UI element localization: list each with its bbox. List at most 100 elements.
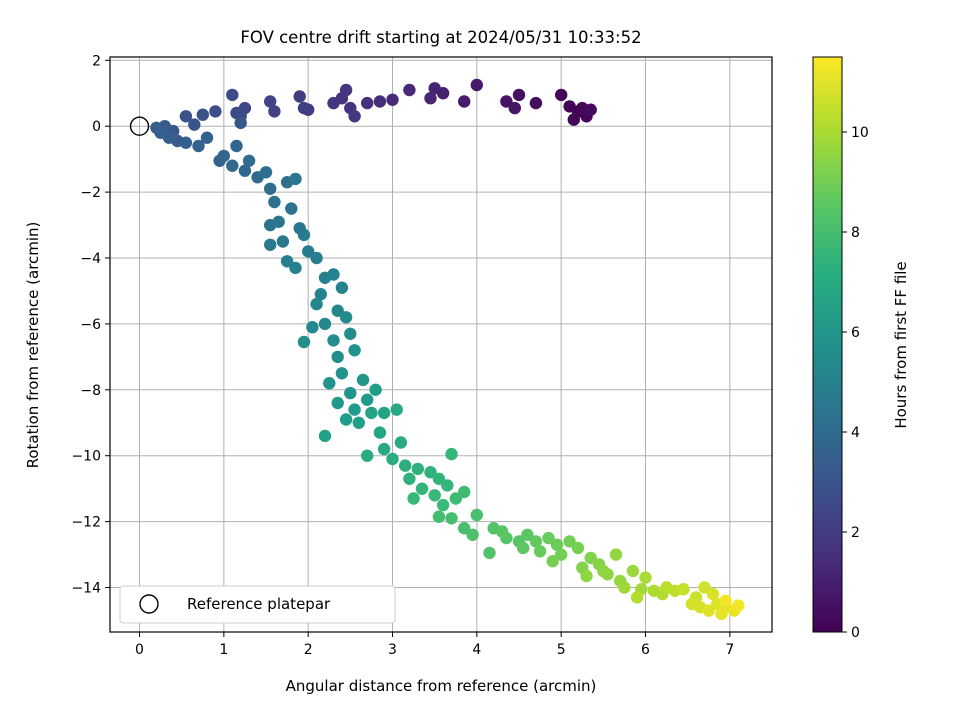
x-tick-label: 7 (725, 642, 734, 658)
data-point (432, 510, 446, 523)
data-point (179, 110, 193, 123)
data-point (209, 105, 222, 118)
data-point (188, 118, 201, 131)
data-point (226, 159, 239, 172)
data-point (698, 581, 711, 594)
data-point (584, 551, 597, 565)
data-point (377, 406, 391, 420)
y-tick-label: −2 (80, 185, 101, 201)
legend-box (119, 585, 396, 624)
x-tick-label: 6 (641, 642, 650, 658)
colorbar-tick-label: 10 (851, 125, 869, 141)
data-point (415, 482, 429, 495)
data-point (441, 479, 454, 492)
data-point (500, 95, 513, 108)
x-tick-label: 4 (472, 642, 481, 658)
data-point (424, 466, 437, 479)
data-point (571, 541, 585, 555)
data-point (348, 403, 361, 416)
data-point (424, 92, 437, 105)
data-point (331, 350, 344, 364)
data-point (630, 591, 644, 604)
data-point (584, 103, 597, 116)
data-point (297, 101, 311, 115)
x-tick-label: 3 (388, 642, 397, 658)
data-point (555, 548, 568, 561)
data-point (495, 525, 509, 538)
data-point (428, 489, 441, 502)
data-point (310, 297, 323, 311)
data-point (226, 88, 239, 102)
data-point (529, 96, 543, 110)
data-point (458, 485, 471, 499)
data-point (297, 228, 311, 242)
data-point (361, 449, 374, 462)
data-point (306, 321, 319, 334)
data-point (268, 195, 281, 209)
data-point (238, 164, 252, 177)
data-point (335, 281, 349, 294)
data-point (280, 255, 294, 268)
x-axis-ticks: 0 1 2 3 4 5 6 7 (135, 632, 734, 658)
colorbar-tick-label: 6 (851, 325, 860, 341)
data-point (310, 251, 323, 265)
data-point (407, 492, 420, 505)
data-point (285, 202, 298, 215)
data-point (339, 83, 353, 97)
data-point (563, 100, 576, 113)
data-point (339, 413, 353, 426)
data-point (555, 88, 568, 102)
data-point (618, 581, 631, 594)
data-point (550, 538, 564, 551)
data-point (436, 498, 450, 512)
data-point (386, 452, 399, 466)
x-tick-label: 2 (304, 642, 313, 658)
data-point (335, 367, 349, 380)
data-point (234, 116, 247, 130)
y-axis-ticks: 2 0 −2 −4 −6 −8 −10 −12 −14 (71, 53, 110, 597)
x-tick-label: 1 (219, 642, 228, 658)
data-point (314, 288, 327, 301)
colorbar-label: Hours from first FF file (892, 261, 910, 428)
y-tick-label: −12 (71, 515, 101, 531)
data-point (331, 396, 344, 410)
data-point (445, 447, 458, 461)
plot-frame (109, 56, 773, 633)
y-tick-label: 2 (92, 53, 101, 69)
data-point (327, 268, 340, 281)
data-point (352, 416, 365, 429)
data-point (318, 429, 332, 443)
x-tick-label: 0 (135, 642, 144, 658)
data-point (601, 568, 614, 581)
data-point (609, 548, 623, 561)
data-point (179, 136, 193, 149)
y-axis-label: Rotation from reference (arcmin) (24, 222, 42, 469)
grid (110, 57, 772, 632)
data-point (327, 96, 340, 110)
data-point (230, 139, 243, 153)
data-point (517, 541, 530, 555)
data-point (297, 335, 311, 349)
data-point (390, 403, 403, 416)
data-point (580, 569, 593, 583)
data-point (264, 182, 277, 195)
colorbar-gradient (812, 56, 843, 633)
colorbar-tick-label: 0 (851, 625, 860, 641)
colorbar-tick-label: 4 (851, 425, 860, 441)
data-point (386, 93, 399, 107)
data-point (449, 492, 462, 505)
data-points (150, 78, 745, 621)
colorbar-tick-label: 8 (851, 225, 860, 241)
data-point (344, 386, 357, 400)
reference-platepar-marker (129, 116, 150, 136)
data-point (512, 88, 526, 102)
data-point (276, 235, 290, 248)
y-tick-label: 0 (92, 119, 101, 135)
data-point (411, 462, 424, 476)
data-point (403, 472, 416, 485)
y-tick-label: −14 (71, 581, 101, 597)
data-point (521, 528, 534, 541)
data-point (533, 545, 547, 558)
data-point (318, 317, 332, 331)
